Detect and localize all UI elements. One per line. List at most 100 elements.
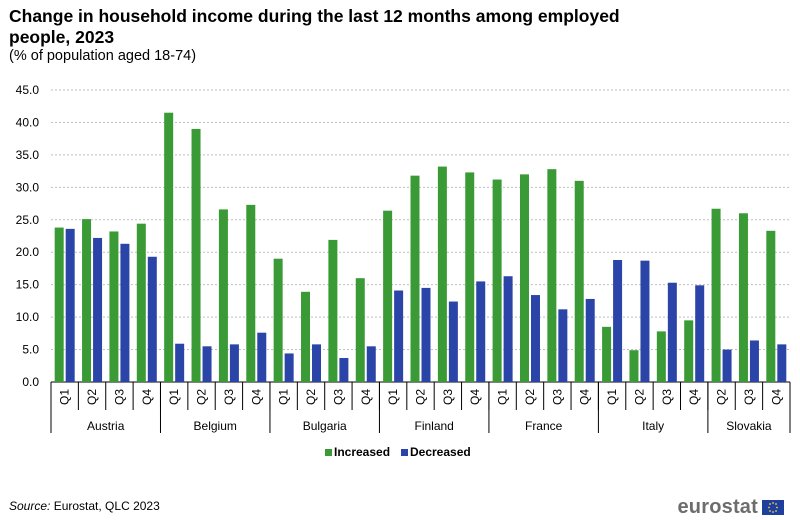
bar-increased [656, 331, 666, 382]
bar-increased [82, 219, 92, 382]
bar-decreased [421, 287, 431, 382]
y-tick-label: 40.0 [16, 115, 40, 129]
x-tick-label: Q1 [167, 389, 181, 405]
bar-decreased [777, 344, 787, 382]
bar-increased [355, 278, 365, 382]
bar-decreased [339, 357, 349, 382]
bar-decreased [394, 290, 404, 382]
bar-increased [519, 174, 529, 382]
bar-increased [629, 350, 639, 382]
x-tick-label: Q3 [742, 389, 756, 405]
x-tick-label: Q2 [715, 389, 729, 405]
group-label: Austria [87, 419, 125, 433]
bar-increased [109, 231, 119, 382]
bar-increased [136, 223, 146, 382]
source-note: Source: Eurostat, QLC 2023 [9, 499, 160, 513]
chart-title: Change in household income during the la… [9, 6, 620, 47]
x-tick-label: Q4 [578, 389, 592, 405]
bar-decreased [722, 349, 732, 382]
bar-increased [766, 230, 776, 382]
x-tick-label: Q2 [85, 389, 99, 405]
bar-decreased [640, 260, 650, 382]
bar-decreased [667, 282, 677, 382]
bar-increased [383, 210, 393, 382]
bar-decreased [93, 237, 103, 382]
bar-decreased [613, 260, 623, 382]
x-tick-label: Q4 [359, 389, 373, 405]
source-text: Eurostat, QLC 2023 [53, 499, 160, 513]
bar-increased [410, 175, 420, 382]
bar-increased [492, 179, 502, 382]
y-tick-label: 20.0 [16, 245, 40, 259]
x-tick-label: Q1 [277, 389, 291, 405]
x-tick-label: Q4 [249, 389, 263, 405]
y-tick-label: 0.0 [22, 375, 39, 389]
bar-increased [328, 239, 338, 382]
group-label: Italy [642, 419, 664, 433]
bar-decreased [476, 281, 486, 382]
x-tick-label: Q4 [687, 389, 701, 405]
y-tick-label: 25.0 [16, 213, 40, 227]
bar-increased [54, 227, 64, 382]
bar-increased [273, 258, 283, 382]
bar-decreased [120, 243, 130, 382]
eu-flag-icon [762, 500, 784, 515]
bar-decreased [312, 344, 322, 382]
group-label: France [525, 419, 563, 433]
x-tick-label: Q2 [632, 389, 646, 405]
x-tick-label: Q3 [112, 389, 126, 405]
chart-subtitle: (% of population aged 18-74) [9, 48, 197, 64]
x-tick-label: Q3 [331, 389, 345, 405]
y-tick-label: 45.0 [16, 83, 40, 97]
group-label: Slovakia [726, 419, 772, 433]
bar-decreased [558, 309, 568, 382]
y-tick-label: 35.0 [16, 148, 40, 162]
x-tick-label: Q3 [550, 389, 564, 405]
x-tick-label: Q3 [660, 389, 674, 405]
bar-increased [191, 128, 201, 382]
bar-decreased [695, 285, 705, 382]
legend-swatch [401, 449, 408, 456]
bar-decreased [175, 343, 185, 382]
bar-increased [164, 112, 174, 382]
bar-decreased [530, 295, 540, 382]
bar-decreased [366, 346, 376, 382]
bar-decreased [147, 256, 157, 382]
legend-swatch [325, 449, 332, 456]
x-tick-label: Q2 [523, 389, 537, 405]
y-tick-label: 15.0 [16, 278, 40, 292]
bar-increased [684, 320, 694, 382]
group-label: Finland [415, 419, 454, 433]
group-label: Belgium [194, 419, 237, 433]
bar-decreased [257, 332, 267, 382]
bar-increased [246, 204, 256, 382]
x-tick-label: Q4 [468, 389, 482, 405]
x-tick-label: Q1 [386, 389, 400, 405]
x-tick-label: Q2 [414, 389, 428, 405]
bar-increased [574, 180, 584, 382]
bar-increased [218, 209, 228, 382]
y-tick-label: 10.0 [16, 310, 40, 324]
eurostat-logo: eurostat [677, 496, 784, 519]
x-tick-label: Q4 [769, 389, 783, 405]
y-tick-label: 5.0 [22, 343, 39, 357]
bar-increased [301, 291, 311, 382]
bar-decreased [229, 344, 239, 382]
y-tick-label: 30.0 [16, 180, 40, 194]
bar-decreased [585, 298, 595, 382]
bar-decreased [448, 301, 458, 382]
bar-increased [738, 213, 748, 382]
bar-increased [547, 169, 557, 382]
bar-decreased [749, 340, 759, 382]
group-label: Bulgaria [303, 419, 347, 433]
x-tick-label: Q2 [304, 389, 318, 405]
legend-label: Increased [334, 445, 390, 459]
bar-chart: 0.0 5.0 10.0 15.0 20.0 25.0 30.0 35.0 40.0 45.0 Q1… [16, 83, 791, 459]
bar-decreased [284, 353, 294, 382]
bar-decreased [202, 346, 212, 382]
legend-label: Decreased [410, 445, 471, 459]
bar-increased [602, 326, 612, 382]
x-tick-label: Q4 [140, 389, 154, 405]
x-tick-label: Q1 [496, 389, 510, 405]
bar-increased [711, 208, 721, 382]
